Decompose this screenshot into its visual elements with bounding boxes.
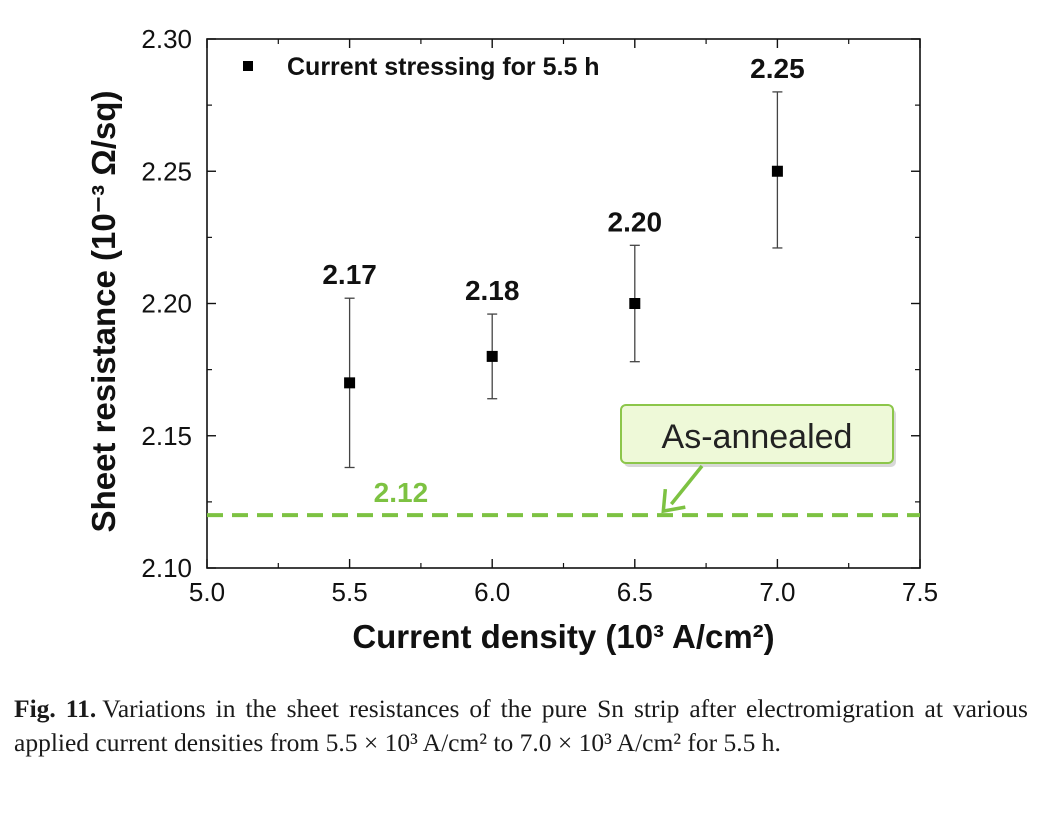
data-point bbox=[486, 350, 498, 362]
y-tick-label: 2.30 bbox=[141, 24, 192, 54]
x-tick-label: 5.5 bbox=[332, 577, 368, 607]
plot-frame bbox=[206, 38, 921, 569]
data-value-label: 2.20 bbox=[608, 206, 663, 237]
caption-text: Variations in the sheet resistances of t… bbox=[14, 694, 1028, 757]
callout-box bbox=[620, 404, 894, 464]
x-tick-label: 7.0 bbox=[759, 577, 795, 607]
data-point bbox=[344, 377, 356, 389]
callout-arrow-head bbox=[661, 488, 686, 514]
data-point bbox=[629, 298, 641, 309]
x-tick-label: 6.0 bbox=[474, 577, 510, 607]
sheet-resistance-chart: 5.0 5.5 6.0 6.5 7.0 7.5 2.10 2.15 2.20 2.25 2.30 Cu… bbox=[85, 24, 938, 655]
data-value-label: 2.25 bbox=[750, 53, 805, 84]
figure-caption: Fig. 11. Variations in the sheet resistan… bbox=[14, 692, 1028, 760]
legend-label: Current stressing for 5.5 h bbox=[287, 53, 600, 81]
reference-value-label: 2.12 bbox=[374, 477, 429, 508]
data-point bbox=[771, 165, 783, 177]
y-tick-label: 2.20 bbox=[141, 289, 192, 319]
y-tick-label: 2.25 bbox=[141, 156, 192, 186]
data-value-label: 2.17 bbox=[322, 259, 377, 290]
y-tick-label: 2.15 bbox=[141, 421, 192, 451]
callout-text: As-annealed bbox=[662, 418, 853, 456]
y-axis-title: Sheet resistance (10⁻³ Ω/sq) bbox=[85, 91, 122, 533]
chart-canvas: 5.0 5.5 6.0 6.5 7.0 7.5 2.10 2.15 2.20 2.25 2.30 Cu… bbox=[85, 24, 938, 655]
legend-marker bbox=[243, 61, 253, 71]
x-tick-label: 6.5 bbox=[617, 577, 653, 607]
y-tick-label: 2.10 bbox=[141, 553, 192, 583]
x-axis-title: Current density (10³ A/cm²) bbox=[352, 618, 774, 655]
data-value-label: 2.18 bbox=[465, 275, 520, 306]
callout-arrow-shaft bbox=[669, 464, 704, 506]
x-tick-label: 7.5 bbox=[902, 577, 938, 607]
x-tick-label: 5.0 bbox=[189, 577, 225, 607]
caption-label: Fig. 11. bbox=[14, 694, 97, 723]
